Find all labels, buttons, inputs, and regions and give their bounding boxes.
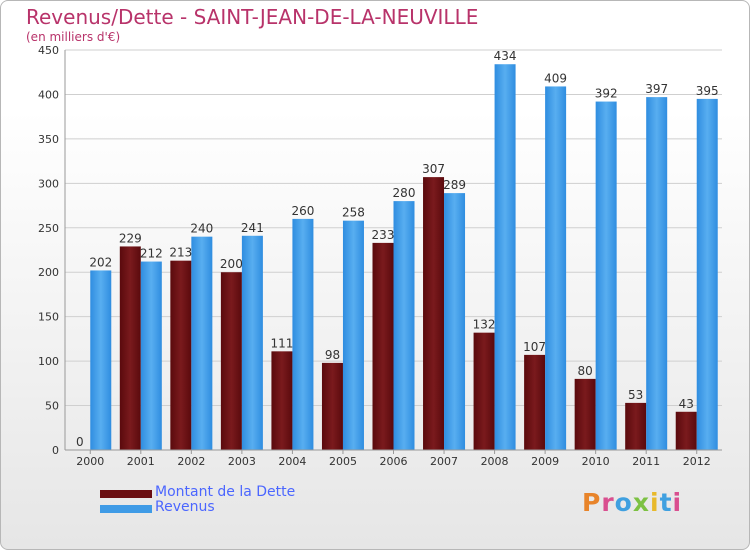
data-label-dette: 98 [325, 348, 340, 362]
y-tick-label: 100 [38, 355, 59, 368]
data-label-dette: 80 [578, 364, 593, 378]
x-tick-label: 2001 [127, 455, 155, 468]
data-label-revenus: 202 [89, 255, 112, 269]
data-labels: 0 202 229 212 213 240 200 241 111 260 98 258 233 280 3… [76, 49, 719, 449]
x-tick-label: 2003 [228, 455, 256, 468]
data-label-dette: 53 [628, 388, 643, 402]
legend-label-revenus: Revenus [155, 499, 215, 515]
legend-swatch-dette [100, 490, 152, 498]
bar-revenus [646, 97, 668, 450]
x-tick-label: 2010 [582, 455, 610, 468]
bar-revenus [696, 98, 718, 450]
chart-subtitle: (en milliers d'€) [26, 30, 121, 44]
x-tick-label: 2011 [632, 455, 660, 468]
data-label-revenus: 260 [291, 204, 314, 218]
bar-dette [524, 354, 546, 450]
bar-revenus [393, 201, 415, 450]
bar-dette [119, 246, 141, 450]
bar-revenus [545, 86, 567, 450]
logo-letter: P [582, 488, 602, 517]
legend-swatch-revenus [100, 505, 152, 513]
legend-label-dette: Montant de la Dette [155, 484, 296, 500]
x-tick-label: 2000 [76, 455, 104, 468]
bar-revenus [595, 101, 617, 451]
proxiti-logo: Proxiti [582, 488, 682, 517]
data-label-revenus: 395 [696, 84, 719, 98]
chart-title: Revenus/Dette - SAINT-JEAN-DE-LA-NEUVILL… [26, 5, 479, 29]
y-tick-label: 0 [52, 444, 59, 457]
bar-revenus [140, 261, 162, 450]
logo-letter: t [659, 488, 673, 517]
data-label-revenus: 241 [241, 221, 264, 235]
bars [90, 64, 718, 451]
data-label-revenus: 392 [595, 87, 618, 101]
y-tick-label: 450 [38, 44, 59, 57]
data-label-dette: 107 [523, 340, 546, 354]
data-label-revenus: 212 [140, 247, 163, 261]
bar-dette [321, 362, 343, 450]
bar-revenus [241, 235, 263, 450]
data-label-dette: 233 [372, 228, 395, 242]
x-tick-label: 2005 [329, 455, 357, 468]
y-tick-label: 250 [38, 222, 59, 235]
x-tick-label: 2006 [380, 455, 408, 468]
data-label-dette: 229 [119, 231, 142, 245]
data-label-dette: 200 [220, 257, 243, 271]
bar-dette [675, 411, 697, 450]
data-label-revenus: 434 [494, 49, 517, 63]
x-tick-label: 2002 [177, 455, 205, 468]
data-label-revenus: 409 [544, 71, 567, 85]
bar-dette [220, 272, 242, 450]
bar-revenus [494, 64, 516, 450]
bar-revenus [444, 193, 466, 450]
bar-revenus [292, 218, 314, 450]
x-tick-label: 2008 [481, 455, 509, 468]
logo-letter: i [650, 488, 660, 517]
y-tick-label: 300 [38, 177, 59, 190]
bar-revenus [342, 220, 364, 450]
y-tick-label: 400 [38, 88, 59, 101]
data-label-dette: 213 [169, 246, 192, 260]
data-label-dette: 43 [679, 397, 694, 411]
logo-letter: i [672, 488, 683, 517]
x-tick-label: 2007 [430, 455, 458, 468]
bar-dette [372, 242, 394, 450]
data-label-dette: 307 [422, 162, 445, 176]
logo-letter: x [632, 488, 650, 517]
bar-revenus [191, 236, 213, 450]
data-label-dette: 132 [473, 318, 496, 332]
data-label-revenus: 240 [190, 222, 213, 236]
y-tick-label: 350 [38, 133, 59, 146]
bar-dette [170, 260, 192, 450]
bar-dette [473, 332, 495, 450]
data-label-revenus: 397 [645, 82, 668, 96]
x-tick-label: 2004 [278, 455, 306, 468]
bar-dette [625, 402, 647, 450]
logo-letter: r [601, 488, 615, 517]
bar-revenus [90, 270, 112, 450]
data-label-revenus: 289 [443, 178, 466, 192]
y-tick-label: 200 [38, 266, 59, 279]
data-label-revenus: 280 [393, 186, 416, 200]
bar-dette [574, 378, 596, 450]
logo-letter: o [614, 488, 633, 517]
bar-dette [423, 177, 445, 450]
y-tick-label: 50 [45, 400, 59, 413]
data-label-dette: 111 [270, 336, 293, 350]
bar-dette [271, 351, 293, 450]
y-tick-label: 150 [38, 311, 59, 324]
x-tick-label: 2009 [531, 455, 559, 468]
data-label-revenus: 258 [342, 206, 365, 220]
x-tick-label: 2012 [683, 455, 711, 468]
data-label-dette: 0 [76, 435, 84, 449]
